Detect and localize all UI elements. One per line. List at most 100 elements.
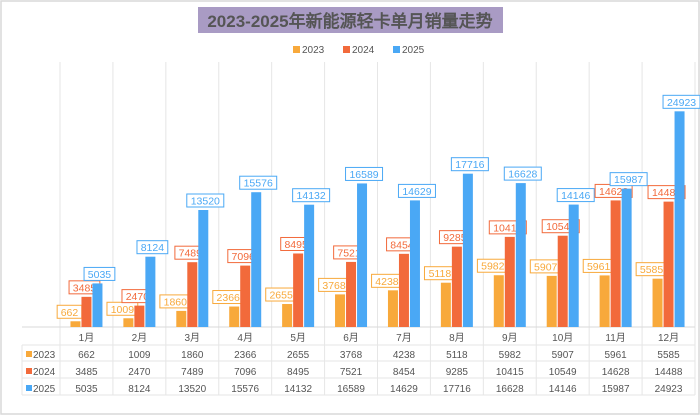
table-cell-2024: 10549	[549, 367, 577, 378]
data-label-2024: 2470	[126, 291, 150, 303]
table-cell-2023: 662	[78, 350, 95, 361]
data-label-box-2025	[186, 193, 225, 208]
data-label-2024: 7489	[179, 248, 203, 260]
table-legend-swatch-2024	[26, 368, 32, 374]
data-label-box-2025	[239, 175, 278, 190]
table-cell-2023: 5118	[446, 350, 468, 361]
bar-2023	[282, 304, 293, 327]
bar-2025	[92, 283, 103, 327]
table-cell-2023: 3768	[340, 350, 363, 361]
data-label-2025: 17716	[455, 159, 484, 171]
bar-2025	[462, 173, 473, 327]
table-cell-2023: 5907	[552, 350, 575, 361]
bar-2023	[493, 275, 504, 327]
data-label-box-2025	[503, 166, 542, 181]
table-row-label-2023: 2023	[33, 350, 56, 361]
category-label: 1月	[79, 332, 95, 344]
chart-title: 2023-2025年新能源轻卡单月销量走势	[207, 11, 492, 31]
data-label-2025: 13520	[191, 196, 220, 208]
bar-2025	[674, 111, 685, 327]
data-label-2023: 662	[61, 307, 79, 319]
bar-2025	[515, 183, 526, 327]
table-cell-2023: 5961	[605, 350, 628, 361]
legend-swatch-2023	[293, 46, 300, 53]
bar-2025	[568, 204, 579, 327]
data-label-2024: 10549	[546, 221, 575, 233]
data-label-2025: 15576	[244, 178, 273, 190]
bar-2024	[293, 253, 304, 327]
legend-swatch-2025	[393, 46, 400, 53]
bar-2023	[652, 278, 663, 327]
table-cell-2025: 15576	[231, 384, 259, 395]
bar-2023	[599, 275, 610, 327]
table-cell-2025: 13520	[178, 384, 206, 395]
category-label: 8月	[449, 332, 465, 344]
bar-2024	[187, 262, 198, 327]
table-legend-swatch-2025	[26, 385, 32, 391]
table-cell-2023: 1009	[128, 350, 151, 361]
data-label-2023: 5118	[429, 268, 452, 280]
bar-2025	[251, 192, 262, 327]
table-legend-swatch-2023	[26, 351, 32, 357]
bar-2025	[145, 256, 156, 327]
bar-2024	[663, 201, 674, 327]
data-label-2025: 14629	[402, 186, 431, 198]
category-label: 5月	[290, 332, 306, 344]
table-cell-2025: 15987	[602, 384, 630, 395]
table-cell-2024: 7489	[181, 367, 204, 378]
bar-2023	[335, 294, 346, 327]
table-cell-2023: 5982	[499, 350, 522, 361]
title-background	[198, 7, 503, 33]
data-label-2023: 3768	[322, 280, 346, 292]
bar-2023	[546, 275, 557, 327]
data-label-box-2025	[345, 166, 384, 181]
table-cell-2025: 14132	[284, 384, 312, 395]
bar-2023	[229, 306, 240, 327]
category-label: 11月	[605, 332, 625, 344]
bar-2024	[346, 261, 357, 327]
data-label-2023: 5961	[587, 261, 611, 273]
data-label-2023: 4238	[375, 276, 399, 288]
data-label-2025: 15987	[614, 174, 643, 186]
bar-2024	[81, 296, 92, 327]
table-cell-2025: 16628	[496, 384, 524, 395]
data-label-box-2025	[136, 240, 169, 255]
category-label: 4月	[237, 332, 253, 344]
data-label-2025: 16628	[508, 169, 537, 181]
bar-2025	[304, 204, 315, 327]
category-label: 12月	[658, 332, 679, 344]
table-cell-2025: 24923	[655, 384, 683, 395]
bar-2023	[123, 318, 134, 327]
data-label-2024: 7096	[232, 251, 256, 263]
bar-2024	[451, 246, 462, 327]
category-label: 6月	[343, 332, 359, 344]
table-cell-2025: 8124	[128, 384, 151, 395]
category-label: 7月	[396, 332, 412, 344]
data-label-box-2025	[662, 94, 700, 109]
bar-2023	[176, 310, 187, 327]
table-row-label-2025: 2025	[33, 384, 56, 395]
table-cell-2024: 3485	[75, 367, 98, 378]
category-label: 9月	[502, 332, 518, 344]
data-label-2025: 14146	[561, 190, 590, 202]
bar-2024	[504, 236, 515, 327]
bar-2024	[610, 200, 621, 327]
bar-2024	[557, 235, 568, 327]
data-label-2023: 1860	[164, 296, 188, 308]
data-label-2024: 7521	[337, 247, 361, 259]
bar-2023	[387, 290, 398, 327]
bar-2024	[134, 305, 145, 327]
data-label-2024: 14488	[652, 187, 681, 199]
table-cell-2023: 1860	[181, 350, 204, 361]
table-cell-2024: 7096	[234, 367, 257, 378]
data-label-2024: 3485	[73, 282, 97, 294]
data-label-box-2025	[556, 188, 595, 203]
data-label-2023: 5585	[640, 264, 664, 276]
table-cell-2024: 2470	[128, 367, 151, 378]
table-cell-2023: 2655	[287, 350, 310, 361]
table-cell-2024: 8495	[287, 367, 310, 378]
table-cell-2023: 5585	[657, 350, 680, 361]
data-label-box-2025	[450, 157, 489, 172]
table-cell-2024: 14628	[602, 367, 630, 378]
